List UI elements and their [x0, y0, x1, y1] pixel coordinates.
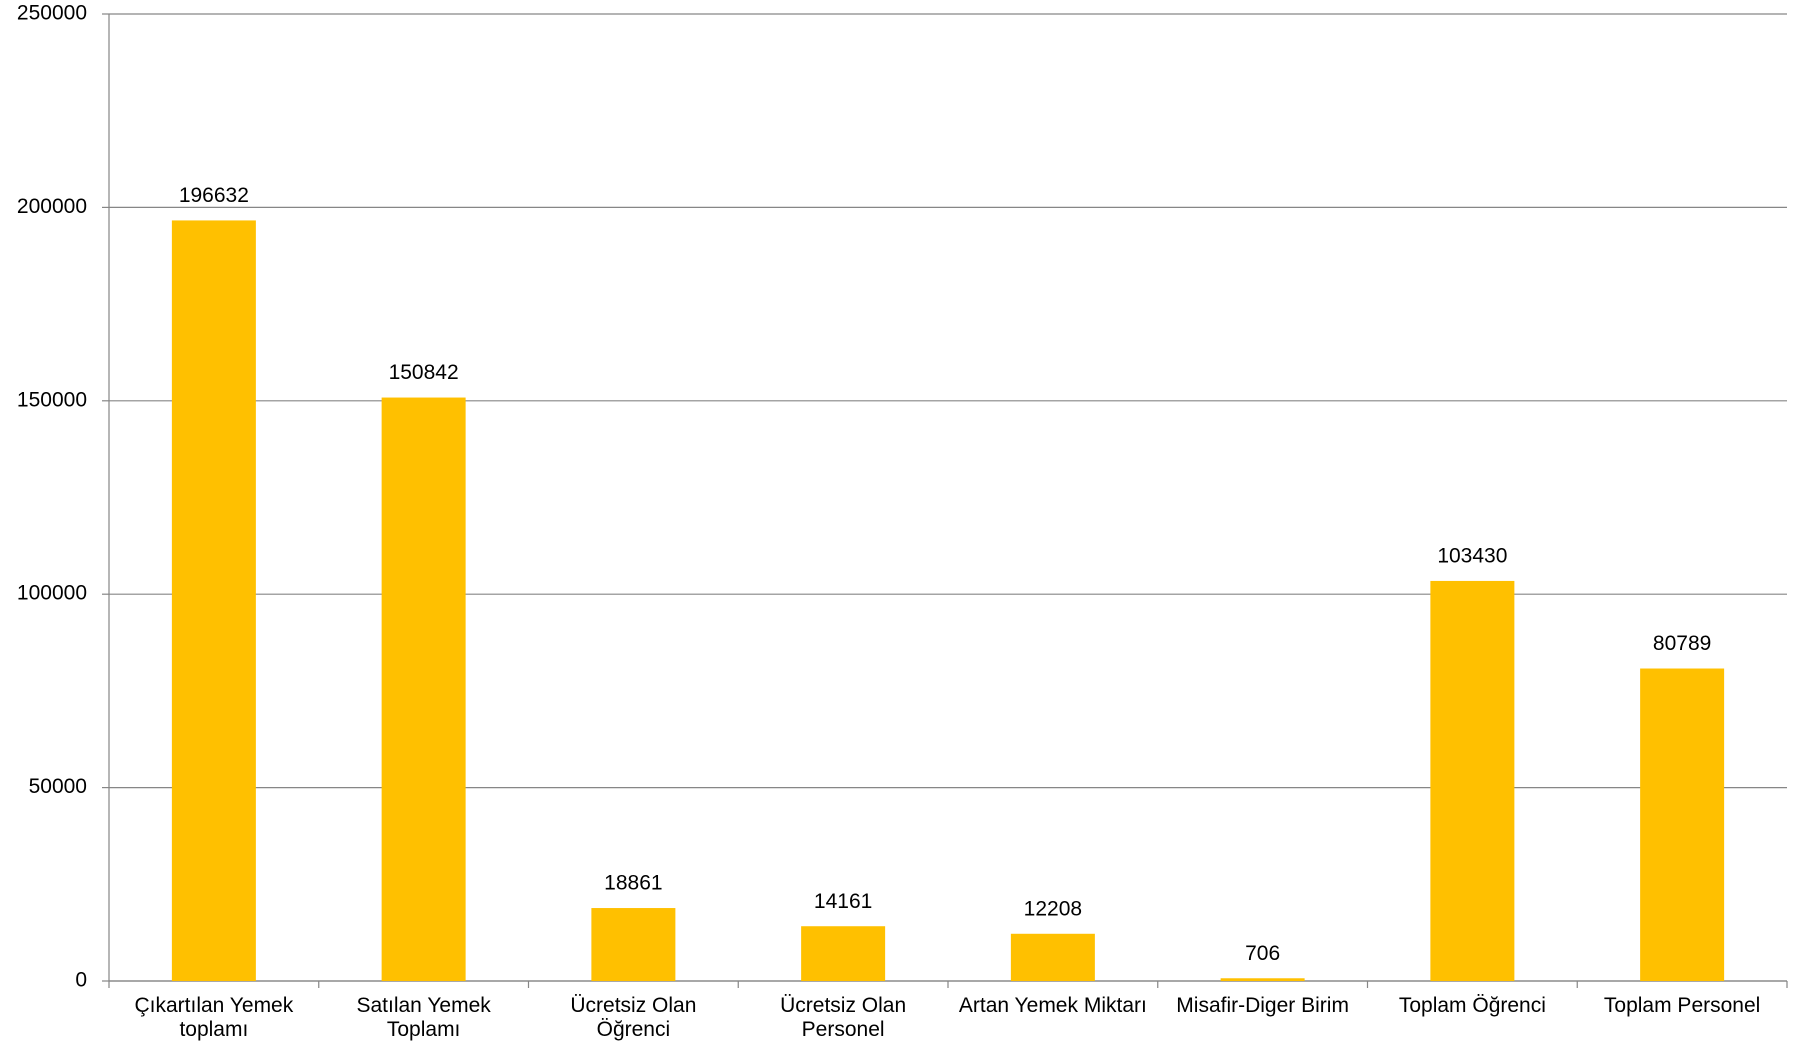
data-label: 12208	[1024, 897, 1082, 920]
bar	[591, 908, 676, 981]
y-tick-label: 0	[75, 969, 87, 992]
data-label: 18861	[604, 872, 662, 895]
bar	[1010, 933, 1095, 981]
x-tick-label: Ücretsiz Olan Personel	[780, 994, 907, 1041]
bar	[1640, 668, 1725, 981]
x-tick-label: Misafir-Diger Birim	[1176, 994, 1349, 1017]
x-tick-label: Çıkartılan Yemek toplamı	[134, 994, 294, 1041]
x-tick-label: Artan Yemek Miktarı	[958, 994, 1147, 1017]
x-tick-label: Satılan Yemek Toplamı	[356, 994, 491, 1041]
bar	[801, 926, 886, 981]
y-tick-label: 200000	[17, 195, 87, 218]
y-tick-label: 100000	[17, 582, 87, 605]
y-tick-label: 150000	[17, 388, 87, 411]
bar	[171, 220, 256, 981]
x-tick-label: Toplam Öğrenci	[1398, 994, 1546, 1017]
x-tick-label: Ücretsiz Olan Öğrenci	[570, 994, 697, 1041]
y-tick-label: 250000	[17, 2, 87, 25]
data-label: 706	[1245, 942, 1280, 965]
bar	[381, 397, 466, 981]
data-label: 196632	[179, 184, 249, 207]
data-label: 150842	[389, 361, 459, 384]
data-label: 14161	[814, 890, 872, 913]
bar	[1220, 978, 1305, 981]
data-label: 80789	[1653, 632, 1711, 655]
data-label: 103430	[1437, 544, 1507, 567]
y-tick-label: 50000	[29, 775, 87, 798]
bar	[1430, 580, 1515, 981]
x-tick-label: Toplam Personel	[1603, 994, 1761, 1017]
